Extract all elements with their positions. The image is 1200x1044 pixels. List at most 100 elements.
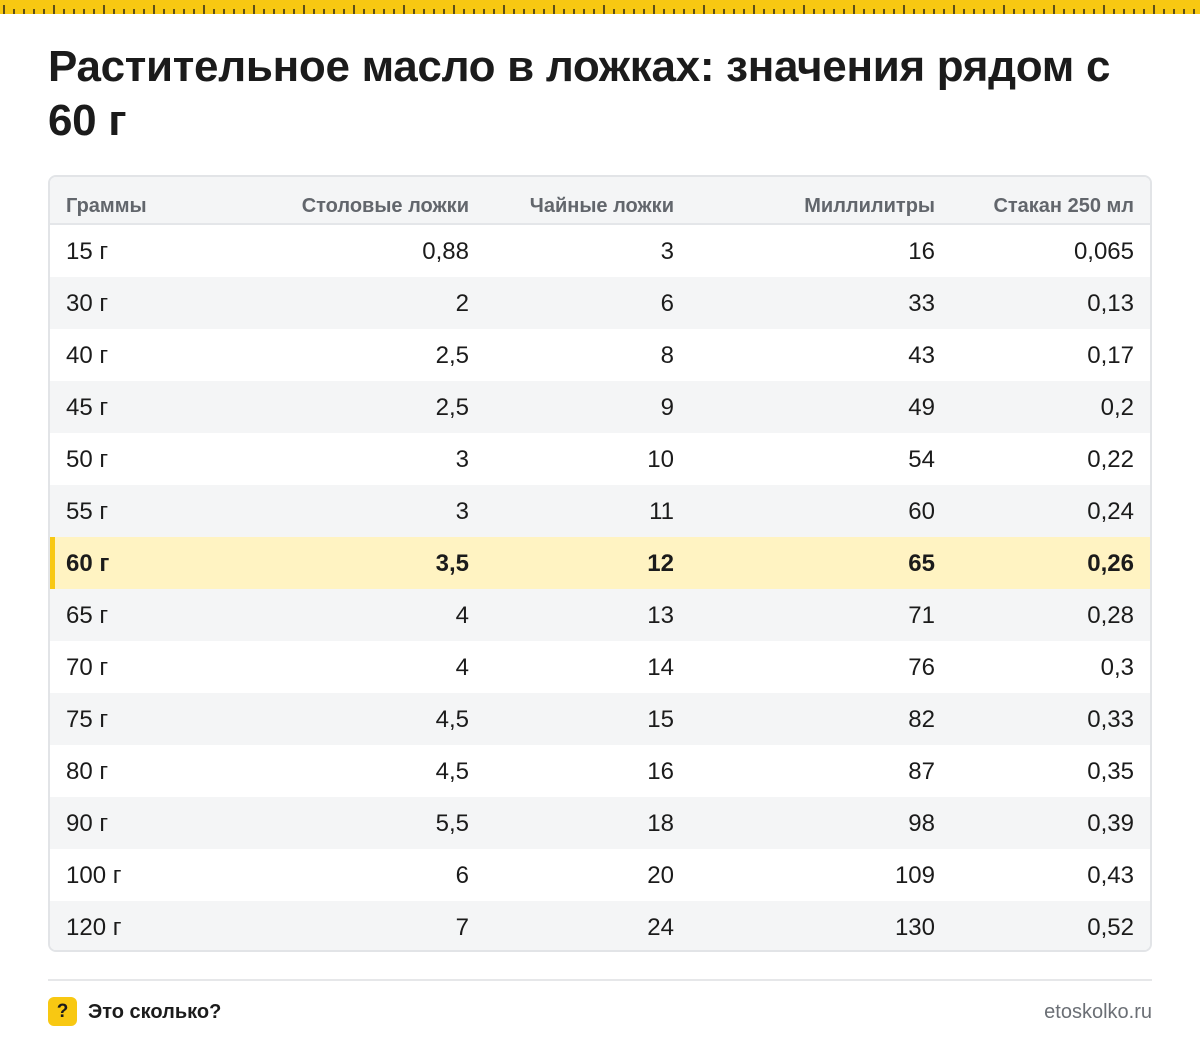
badge-glyph: ? xyxy=(56,1000,69,1022)
cell-cup: 0,24 xyxy=(1087,498,1134,525)
cell-cup: 0,22 xyxy=(1087,446,1134,473)
ruler-strip xyxy=(0,0,1200,14)
cell-tablespoons: 0,88 xyxy=(422,238,469,265)
cell-teaspoons: 20 xyxy=(647,862,674,889)
cell-teaspoons: 13 xyxy=(647,602,674,629)
table-row: 100 г 6 20 109 0,43 xyxy=(50,849,1150,901)
cell-milliliters: 76 xyxy=(908,654,935,681)
header-grams: Граммы xyxy=(66,195,147,217)
table-row: 40 г 2,5 8 43 0,17 xyxy=(50,329,1150,381)
cell-cup: 0,33 xyxy=(1087,706,1134,733)
table-row: 90 г 5,5 18 98 0,39 xyxy=(50,797,1150,849)
cell-tablespoons: 4 xyxy=(455,602,469,629)
cell-grams: 70 г xyxy=(66,654,109,681)
cell-cup: 0,17 xyxy=(1087,342,1134,369)
cell-teaspoons: 10 xyxy=(647,446,674,473)
cell-teaspoons: 9 xyxy=(660,394,674,421)
cell-teaspoons: 12 xyxy=(647,550,674,577)
cell-teaspoons: 3 xyxy=(660,238,674,265)
cell-milliliters: 16 xyxy=(908,238,935,265)
cell-cup: 0,065 xyxy=(1073,238,1134,265)
brand-name: Это сколько? xyxy=(88,1001,222,1023)
cell-tablespoons: 3 xyxy=(455,446,469,473)
header-tablespoons: Столовые ложки xyxy=(301,195,469,217)
header-cup-250ml: Стакан 250 мл xyxy=(993,195,1134,217)
cell-teaspoons: 16 xyxy=(647,758,674,785)
cell-milliliters: 87 xyxy=(908,758,935,785)
cell-cup: 0,43 xyxy=(1087,862,1134,889)
cell-cup: 0,28 xyxy=(1087,602,1134,629)
site-url: etoskolko.ru xyxy=(1044,1001,1152,1023)
cell-cup: 0,35 xyxy=(1087,758,1134,785)
cell-grams: 65 г xyxy=(66,602,109,629)
cell-grams: 50 г xyxy=(66,446,109,473)
cell-tablespoons: 3,5 xyxy=(435,550,469,577)
cell-teaspoons: 8 xyxy=(660,342,674,369)
cell-milliliters: 54 xyxy=(908,446,935,473)
table-row: 65 г 4 13 71 0,28 xyxy=(50,589,1150,641)
cell-teaspoons: 6 xyxy=(660,290,674,317)
cell-grams: 100 г xyxy=(66,862,122,889)
cell-milliliters: 60 xyxy=(908,498,935,525)
cell-tablespoons: 2,5 xyxy=(435,342,469,369)
cell-teaspoons: 18 xyxy=(647,810,674,837)
cell-grams: 15 г xyxy=(66,238,109,265)
cell-milliliters: 130 xyxy=(894,914,935,941)
cell-grams: 60 г xyxy=(66,550,110,577)
cell-grams: 120 г xyxy=(66,914,122,941)
header-teaspoons: Чайные ложки xyxy=(529,195,674,217)
cell-milliliters: 43 xyxy=(908,342,935,369)
table-row: 55 г 3 11 60 0,24 xyxy=(50,485,1150,537)
table-row: 30 г 2 6 33 0,13 xyxy=(50,277,1150,329)
cell-teaspoons: 11 xyxy=(649,498,674,525)
page-title: Растительное масло в ложках: значения ря… xyxy=(48,42,1111,145)
cell-teaspoons: 14 xyxy=(647,654,674,681)
cell-cup: 0,39 xyxy=(1087,810,1134,837)
cell-tablespoons: 7 xyxy=(455,914,469,941)
table-row: 50 г 3 10 54 0,22 xyxy=(50,433,1150,485)
table-row-highlighted: 60 г 3,5 12 65 0,26 xyxy=(50,537,1150,589)
question-mark-icon: ? xyxy=(48,997,77,1026)
cell-tablespoons: 2 xyxy=(455,290,469,317)
cell-tablespoons: 5,5 xyxy=(435,810,469,837)
cell-cup: 0,13 xyxy=(1087,290,1134,317)
cell-milliliters: 49 xyxy=(908,394,935,421)
cell-milliliters: 82 xyxy=(908,706,935,733)
cell-cup: 0,2 xyxy=(1100,394,1134,421)
cell-tablespoons: 3 xyxy=(455,498,469,525)
cell-tablespoons: 4,5 xyxy=(435,706,469,733)
cell-grams: 55 г xyxy=(66,498,109,525)
ruler-ticks xyxy=(3,5,1195,14)
cell-tablespoons: 6 xyxy=(455,862,469,889)
table-row: 80 г 4,5 16 87 0,35 xyxy=(50,745,1150,797)
cell-cup: 0,26 xyxy=(1087,550,1134,577)
cell-tablespoons: 4 xyxy=(455,654,469,681)
table-row: 75 г 4,5 15 82 0,33 xyxy=(50,693,1150,745)
table-header: Граммы Столовые ложки Чайные ложки Милли… xyxy=(50,177,1150,225)
header-milliliters: Миллилитры xyxy=(804,195,935,217)
cell-grams: 40 г xyxy=(66,342,109,369)
cell-grams: 30 г xyxy=(66,290,109,317)
highlight-marker xyxy=(50,537,55,589)
cell-milliliters: 98 xyxy=(908,810,935,837)
cell-milliliters: 33 xyxy=(908,290,935,317)
cell-milliliters: 71 xyxy=(908,602,935,629)
cell-grams: 90 г xyxy=(66,810,109,837)
table-row: 120 г 7 24 130 0,52 xyxy=(50,901,1150,950)
cell-tablespoons: 2,5 xyxy=(435,394,469,421)
table-body: 15 г 0,88 3 16 0,065 30 г 2 6 33 0,13 40 г 2,5 8 43 0,… xyxy=(50,225,1150,950)
conversion-table: Граммы Столовые ложки Чайные ложки Милли… xyxy=(48,175,1152,952)
cell-cup: 0,3 xyxy=(1100,654,1134,681)
cell-milliliters: 65 xyxy=(908,550,935,577)
cell-teaspoons: 24 xyxy=(647,914,674,941)
cell-milliliters: 109 xyxy=(894,862,935,889)
table-row: 45 г 2,5 9 49 0,2 xyxy=(50,381,1150,433)
cell-grams: 80 г xyxy=(66,758,109,785)
footer-divider xyxy=(48,979,1152,981)
cell-grams: 45 г xyxy=(66,394,109,421)
table-row: 15 г 0,88 3 16 0,065 xyxy=(50,225,1150,277)
cell-grams: 75 г xyxy=(66,706,109,733)
cell-teaspoons: 15 xyxy=(647,706,674,733)
cell-cup: 0,52 xyxy=(1087,914,1134,941)
cell-tablespoons: 4,5 xyxy=(435,758,469,785)
